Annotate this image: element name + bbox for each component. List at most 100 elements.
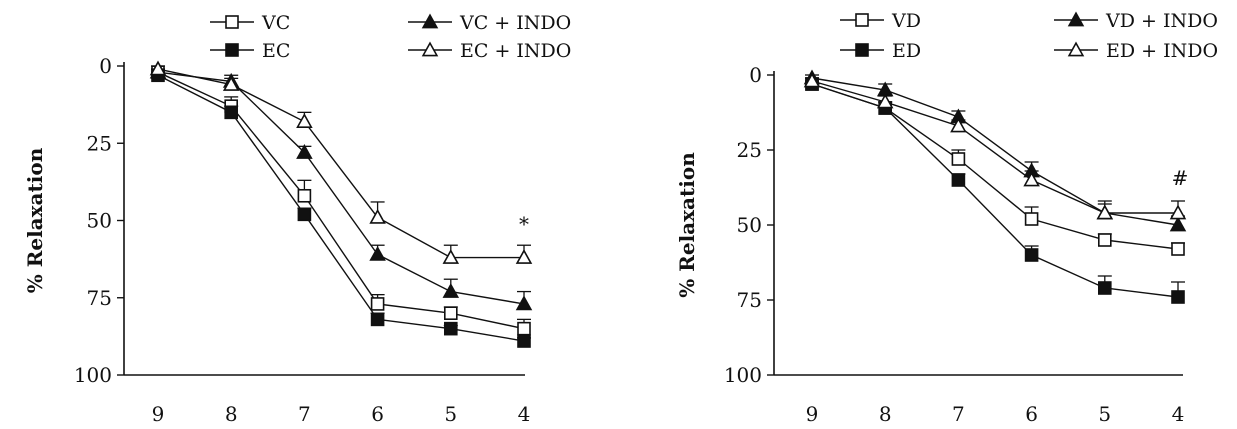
x-tick-label: 8 — [879, 402, 892, 426]
data-point — [515, 249, 533, 264]
y-tick-label: 100 — [74, 363, 112, 387]
series-ec-indo — [149, 60, 533, 264]
data-point — [1098, 233, 1112, 247]
series-vc-indo — [149, 63, 533, 311]
data-point — [442, 249, 460, 264]
data-point — [225, 43, 239, 57]
axes: 0 25 50 75 100 9 8 7 6 5 4 — [74, 54, 531, 426]
x-tick-label: 4 — [1172, 402, 1185, 426]
data-point — [951, 152, 966, 166]
series-line — [811, 83, 1179, 250]
data-point — [1024, 248, 1039, 262]
data-point — [855, 13, 869, 27]
legend-label: ED + INDO — [1106, 40, 1218, 62]
data-point — [443, 306, 458, 321]
y-axis-label: % Relaxation — [23, 147, 47, 293]
data-point — [1024, 212, 1039, 226]
legend-label: VD + INDO — [1105, 10, 1218, 32]
legend-label: ED — [892, 40, 921, 62]
x-tick-label: 4 — [518, 402, 531, 426]
legend-label: VD — [891, 10, 921, 32]
data-point — [1169, 216, 1187, 232]
x-tick-label: 9 — [806, 402, 819, 426]
data-point — [1067, 41, 1085, 57]
series-ed — [805, 77, 1185, 304]
data-point — [1067, 11, 1085, 27]
data-point — [1169, 204, 1187, 220]
series-vc — [151, 65, 531, 336]
legend-item: VC — [210, 12, 290, 34]
data-point — [222, 75, 240, 91]
y-tick-label: 100 — [724, 363, 762, 387]
legend-item: ED — [840, 40, 921, 62]
data-point — [876, 93, 894, 109]
legend-item: VD — [840, 10, 921, 32]
series-line — [811, 77, 1179, 226]
axes: 0 25 50 75 100 9 8 7 6 5 4 — [724, 63, 1185, 426]
significance-annotation: # — [1172, 166, 1189, 190]
series-ec — [151, 68, 531, 348]
data-point — [224, 105, 238, 120]
data-point — [421, 41, 439, 57]
series-vd — [805, 77, 1185, 256]
series-layer — [149, 60, 533, 348]
x-tick-label: 9 — [152, 402, 165, 426]
data-point — [149, 60, 167, 76]
x-tick-label: 6 — [1025, 402, 1038, 426]
series-line — [157, 68, 524, 259]
series-line — [157, 74, 525, 342]
x-tick-label: 7 — [298, 402, 311, 426]
x-tick-label: 7 — [952, 402, 965, 426]
data-point — [370, 312, 385, 327]
x-tick-label: 6 — [371, 402, 384, 426]
series-layer — [803, 69, 1187, 304]
legend-item: ED + INDO — [1054, 40, 1218, 62]
data-point — [1096, 204, 1114, 220]
data-point — [1171, 290, 1185, 304]
legend: VD VD + INDO ED ED + INDO — [840, 10, 1218, 62]
y-tick-label: 75 — [737, 288, 762, 312]
y-tick-label: 50 — [737, 213, 762, 237]
legend-item: VD + INDO — [1054, 10, 1218, 32]
y-tick-label: 25 — [737, 138, 762, 162]
legend-item: VC + INDO — [408, 12, 571, 34]
x-tick-label: 5 — [1098, 402, 1111, 426]
data-point — [1171, 242, 1185, 256]
x-tick-label: 8 — [225, 402, 238, 426]
legend-item: EC + INDO — [408, 40, 571, 62]
series-line — [157, 71, 525, 330]
data-point — [369, 208, 386, 224]
y-tick-label: 75 — [87, 286, 112, 310]
data-point — [369, 245, 386, 261]
y-axis-label: % Relaxation — [675, 152, 699, 298]
data-point — [297, 188, 312, 203]
data-point — [1023, 171, 1040, 187]
significance-annotation: * — [519, 212, 529, 236]
data-point — [296, 113, 313, 128]
data-point — [421, 13, 439, 29]
legend-label: VC — [261, 12, 290, 34]
data-point — [443, 321, 458, 336]
data-point — [950, 117, 967, 133]
data-point — [803, 72, 821, 88]
series-ed-indo — [803, 72, 1187, 220]
data-point — [855, 43, 869, 57]
data-point — [296, 143, 313, 159]
legend-label: EC + INDO — [460, 40, 571, 62]
series-line — [811, 83, 1179, 298]
legend-item: EC — [210, 40, 290, 62]
y-tick-label: 50 — [87, 209, 112, 233]
x-tick-label: 5 — [444, 402, 457, 426]
data-point — [1098, 281, 1112, 295]
data-point — [225, 15, 239, 29]
data-point — [517, 334, 531, 348]
legend-label: VC + INDO — [459, 12, 571, 34]
series-line — [157, 71, 525, 305]
data-point — [297, 207, 312, 222]
legend-label: EC — [262, 40, 290, 62]
data-point — [370, 297, 385, 311]
data-point — [442, 283, 460, 298]
